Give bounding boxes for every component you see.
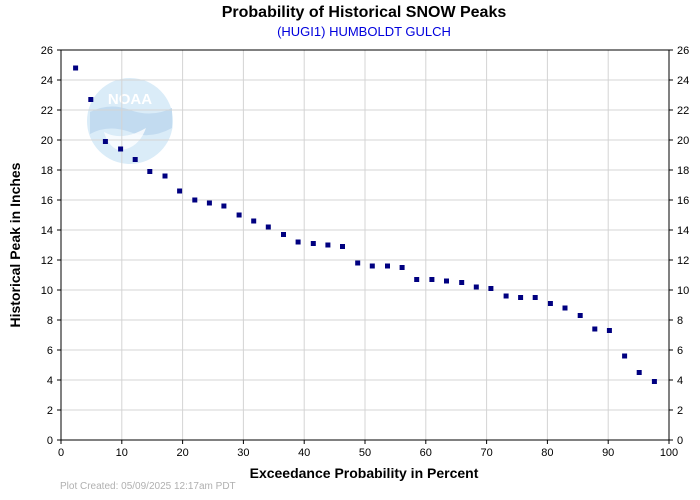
x-tick-label: 40 [298, 447, 310, 459]
x-tick-label: 70 [480, 447, 492, 459]
y-tick-label-left: 6 [47, 345, 53, 357]
data-point [369, 263, 375, 269]
y-tick-label-right: 10 [677, 285, 689, 297]
y-tick-label-left: 22 [41, 105, 53, 117]
data-point [606, 328, 612, 333]
y-tick-label-right: 22 [677, 105, 689, 117]
data-point [459, 280, 465, 285]
x-tick-label: 0 [58, 447, 64, 459]
data-point [518, 295, 524, 300]
x-tick-label: 100 [660, 447, 678, 459]
y-tick-label-right: 0 [677, 435, 683, 447]
data-point [265, 224, 271, 230]
y-tick-label-right: 12 [677, 255, 689, 267]
x-tick-label: 10 [116, 447, 128, 459]
x-tick-label: 80 [541, 447, 553, 459]
x-tick-label: 20 [176, 447, 188, 459]
data-point [177, 188, 183, 194]
x-tick-label: 60 [420, 447, 432, 459]
x-tick-label: 90 [602, 447, 614, 459]
data-point [636, 370, 642, 375]
data-point [547, 301, 553, 306]
y-tick-label-right: 6 [677, 345, 683, 357]
data-point [192, 197, 198, 203]
y-tick-label-right: 26 [677, 45, 689, 57]
data-point [385, 263, 390, 269]
data-point [414, 277, 420, 282]
y-tick-label-left: 0 [47, 435, 53, 447]
y-tick-label-left: 4 [47, 375, 53, 387]
y-tick-label-left: 12 [41, 255, 53, 267]
x-tick-label: 50 [359, 447, 371, 459]
y-tick-label-left: 18 [41, 165, 53, 177]
data-point [88, 97, 94, 102]
data-point [473, 284, 479, 290]
data-point [206, 200, 212, 206]
data-point [118, 146, 124, 152]
x-axis-label: Exceedance Probability in Percent [250, 465, 479, 481]
data-point [340, 244, 345, 249]
data-point [102, 139, 108, 144]
data-point [503, 293, 509, 299]
y-tick-label-left: 16 [41, 195, 53, 207]
x-tick-label: 30 [237, 447, 249, 459]
y-tick-label-left: 20 [41, 135, 53, 147]
data-point [562, 305, 568, 311]
data-point [162, 173, 168, 179]
y-tick-label-right: 2 [677, 405, 683, 417]
y-tick-label-right: 24 [677, 75, 689, 87]
y-tick-label-right: 14 [677, 225, 689, 237]
y-tick-label-right: 18 [677, 165, 689, 177]
data-point [310, 241, 316, 246]
data-point [488, 286, 494, 291]
noaa-logo-text: NOAA [108, 91, 152, 108]
chart-subtitle: (HUGI1) HUMBOLDT GULCH [277, 24, 451, 39]
data-point [651, 379, 657, 384]
y-tick-label-right: 8 [677, 315, 683, 327]
data-point [221, 203, 227, 209]
data-points [73, 65, 657, 384]
y-tick-label-left: 8 [47, 315, 53, 327]
data-point [532, 295, 538, 300]
grid [61, 50, 669, 440]
noaa-logo-icon: NOAA [87, 78, 173, 164]
data-point [132, 157, 138, 162]
data-point [622, 353, 628, 359]
y-tick-label-left: 26 [41, 45, 53, 57]
data-point [251, 218, 257, 224]
data-point [281, 232, 286, 237]
y-tick-label-right: 20 [677, 135, 689, 147]
y-tick-label-left: 2 [47, 405, 53, 417]
y-tick-label-right: 4 [677, 375, 683, 387]
plot-created-credit: Plot Created: 05/09/2025 12:17am PDT [60, 481, 236, 492]
y-tick-label-left: 10 [41, 285, 53, 297]
data-point [73, 65, 79, 71]
data-point [325, 242, 331, 248]
y-tick-label-right: 16 [677, 195, 689, 207]
data-point [444, 278, 449, 284]
data-point [295, 239, 301, 245]
data-point [592, 326, 598, 332]
data-point [147, 169, 153, 174]
chart-title: Probability of Historical SNOW Peaks [222, 4, 507, 21]
y-axis-label: Historical Peak in Inches [7, 162, 23, 327]
y-tick-label-left: 24 [41, 75, 53, 87]
data-point [236, 212, 242, 218]
data-point [577, 313, 583, 318]
y-tick-label-left: 14 [41, 225, 53, 237]
data-point [355, 260, 361, 266]
data-point [429, 277, 435, 282]
data-point [399, 265, 405, 270]
